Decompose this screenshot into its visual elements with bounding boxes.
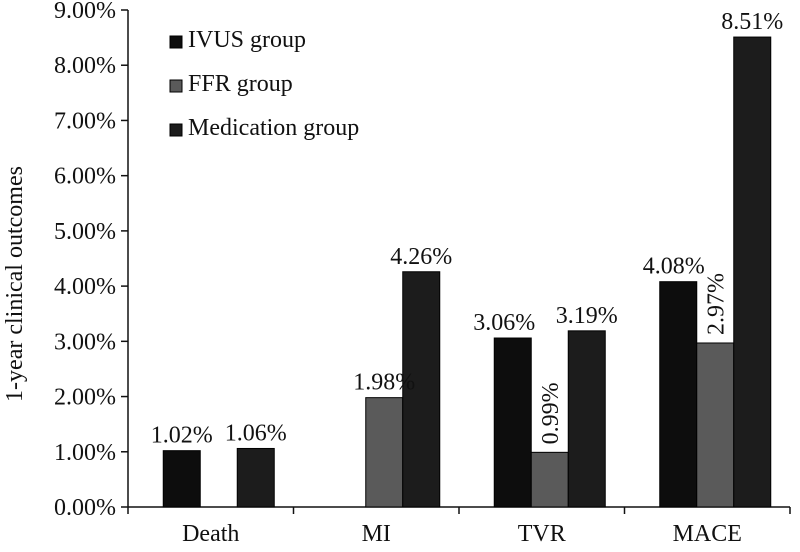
bar-tvr-2 [567, 330, 606, 508]
data-label: 8.51% [721, 9, 783, 35]
bar-mi-2 [402, 271, 441, 508]
y-tick-label: 7.00% [54, 108, 116, 134]
bar-death-0 [162, 450, 201, 508]
y-axis-title: 1-year clinical outcomes [2, 166, 28, 402]
x-tick-label: Death [182, 521, 239, 547]
data-label: 4.08% [643, 254, 705, 280]
data-label: 1.02% [151, 423, 213, 449]
y-tick-label: 4.00% [54, 274, 116, 300]
x-tick-label: TVR [518, 521, 566, 547]
data-label: 2.97% [703, 273, 729, 335]
bar-tvr-0 [493, 337, 532, 508]
y-tick-label: 0.00% [54, 495, 116, 521]
data-label: 3.06% [473, 310, 535, 336]
y-tick-label: 8.00% [54, 53, 116, 79]
bars [162, 36, 772, 508]
data-labels: 1.02% 1.06% 1.98% 4.26% 3.06% 0.99% 3.19% 4.08%… [151, 9, 784, 449]
bar-mace-1 [696, 342, 735, 508]
legend-label: FFR group [188, 71, 293, 97]
y-tick-label: 5.00% [54, 219, 116, 245]
legend-label: IVUS group [188, 27, 306, 53]
legend: IVUS group FFR group Medication group [169, 27, 359, 141]
bar-mace-0 [659, 281, 698, 508]
legend-label: Medication group [188, 115, 359, 141]
y-tick-label: 1.00% [54, 440, 116, 466]
data-label: 0.99% [538, 382, 564, 444]
y-tick-label: 9.00% [54, 0, 116, 24]
data-label: 3.19% [556, 303, 618, 329]
y-tick-label: 6.00% [54, 164, 116, 190]
x-tick-label: MI [362, 521, 391, 547]
y-axis: 0.00% 1.00% 2.00% 3.00% 4.00% 5.00% 6.00% 7.00%… [54, 0, 129, 521]
legend-swatch [169, 35, 183, 49]
x-axis: Death MI TVR MACE [127, 506, 791, 547]
x-tick-label: MACE [673, 521, 742, 547]
data-label: 1.06% [225, 420, 287, 446]
y-tick-label: 2.00% [54, 385, 116, 411]
legend-swatch [169, 123, 183, 137]
y-tick-label: 3.00% [54, 329, 116, 355]
data-label: 4.26% [390, 244, 452, 270]
data-label: 1.98% [353, 370, 415, 396]
bar-tvr-1 [530, 451, 569, 508]
bar-mace-2 [733, 36, 772, 508]
bar-death-2 [236, 447, 275, 508]
legend-swatch [169, 79, 183, 93]
bar-mi-1 [365, 397, 404, 508]
